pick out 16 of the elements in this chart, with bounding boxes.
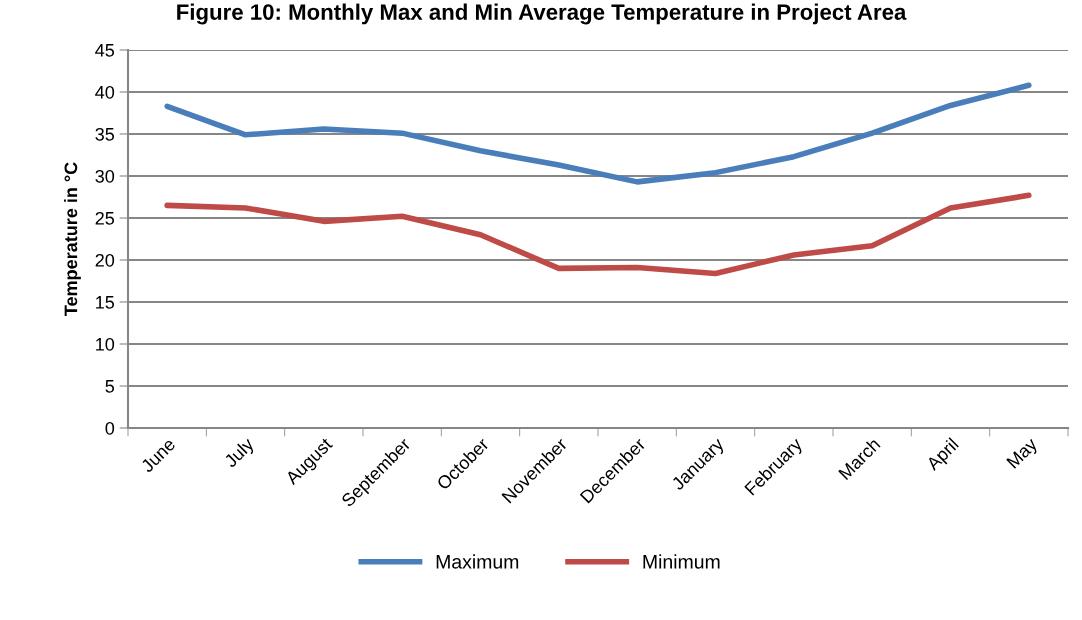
chart-title: Figure 10: Monthly Max and Min Average Temperature in Project Area — [177, 3, 907, 25]
legend-label: Minimum — [643, 554, 720, 569]
y-tick-label: 0 — [105, 421, 115, 435]
y-tick-label: 45 — [95, 44, 115, 57]
y-tick-label: 30 — [95, 169, 115, 183]
y-tick-label: 5 — [105, 380, 115, 393]
y-axis-title: Temperature in °C — [64, 162, 81, 316]
y-tick-label: 10 — [96, 337, 115, 351]
y-tick-label: 35 — [95, 127, 115, 141]
x-tick-label: July — [223, 436, 258, 471]
legend-label: Maximum — [436, 554, 519, 569]
y-tick-label: 25 — [95, 211, 115, 225]
y-tick-label: 40 — [95, 85, 115, 99]
x-tick-label: May — [1006, 436, 1041, 472]
y-tick-label: 15 — [96, 296, 115, 309]
y-tick-label: 20 — [95, 253, 115, 267]
